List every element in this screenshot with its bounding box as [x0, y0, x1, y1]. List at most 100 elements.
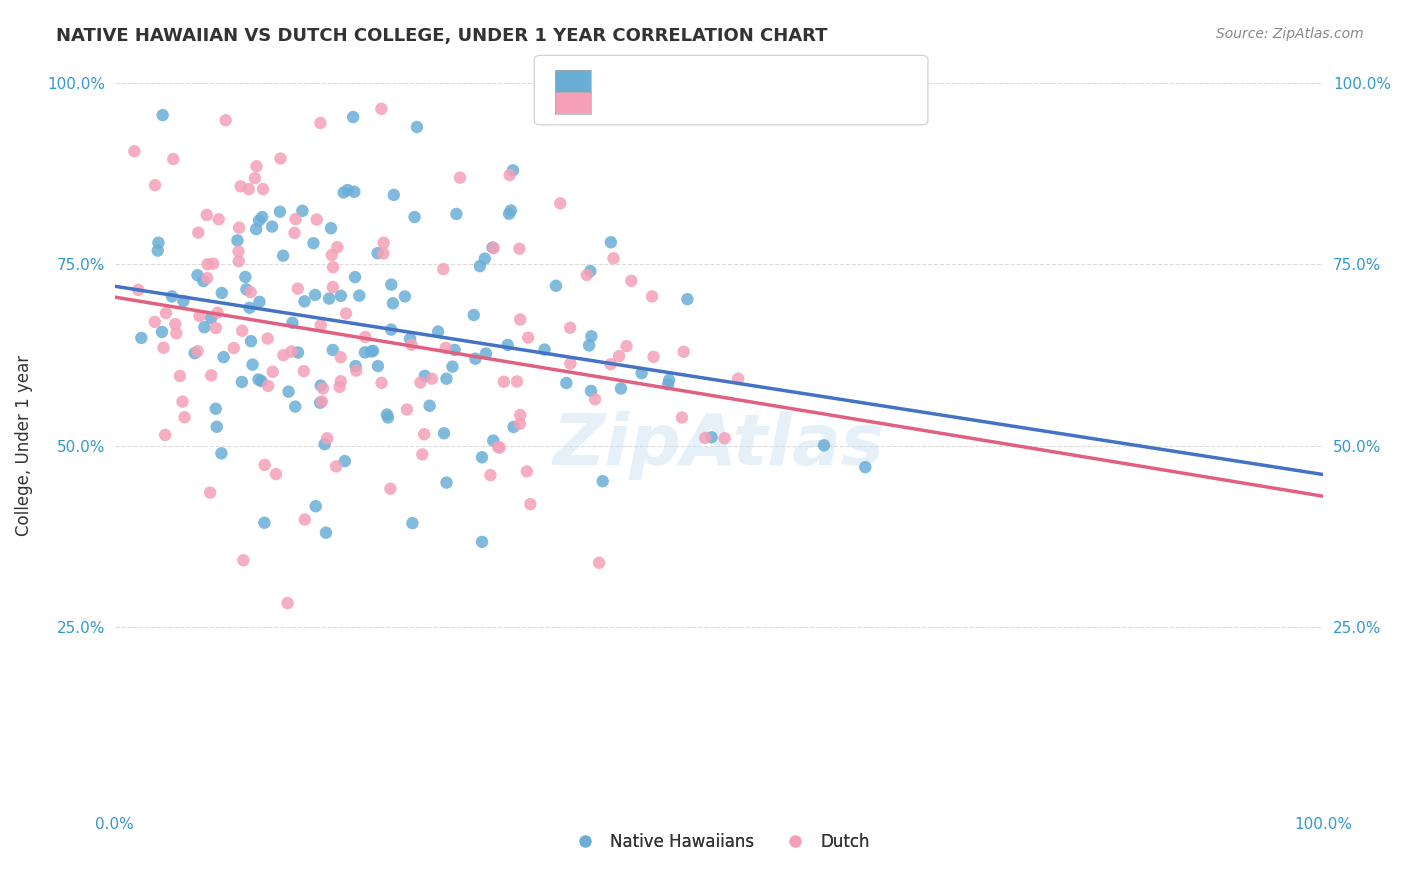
Point — [277, 384, 299, 399]
Point — [443, 343, 465, 357]
Point — [124, 145, 146, 159]
Point — [253, 458, 276, 472]
Point — [581, 329, 603, 343]
Point — [329, 289, 352, 303]
Point — [281, 316, 304, 330]
Text: ZipAtlas: ZipAtlas — [553, 411, 884, 480]
Point — [195, 271, 218, 285]
Point — [302, 236, 325, 251]
Point — [235, 282, 257, 296]
Point — [471, 534, 494, 549]
Point — [322, 260, 344, 274]
Point — [309, 396, 332, 410]
Point — [700, 430, 723, 444]
Point — [506, 375, 529, 389]
Point — [155, 306, 177, 320]
Point — [413, 368, 436, 383]
Point — [172, 294, 194, 309]
Point — [188, 309, 211, 323]
Legend: Native Hawaiians, Dutch: Native Hawaiians, Dutch — [561, 826, 876, 857]
Point — [496, 338, 519, 352]
Point — [193, 274, 215, 288]
Point — [198, 485, 221, 500]
Point — [481, 241, 503, 255]
Point — [498, 168, 520, 182]
Point — [486, 440, 509, 454]
Point — [482, 434, 505, 448]
Point — [284, 212, 307, 227]
Point — [183, 346, 205, 360]
Point — [152, 341, 174, 355]
Point — [148, 235, 170, 250]
Point — [253, 516, 276, 530]
Point — [150, 325, 173, 339]
Point — [242, 358, 264, 372]
Point — [419, 399, 441, 413]
Point — [657, 377, 679, 392]
Point — [360, 344, 382, 359]
Point — [370, 102, 392, 116]
Point — [187, 344, 209, 359]
Point — [146, 244, 169, 258]
Point — [202, 257, 225, 271]
Point — [502, 420, 524, 434]
Point — [127, 283, 149, 297]
Point — [172, 394, 194, 409]
Point — [560, 320, 582, 334]
Point — [143, 315, 166, 329]
Point — [499, 203, 522, 218]
Point — [329, 374, 352, 388]
Point — [509, 408, 531, 422]
Point — [620, 274, 643, 288]
Point — [249, 294, 271, 309]
Point — [312, 381, 335, 395]
Point — [367, 246, 389, 260]
Point — [436, 475, 458, 490]
Point — [643, 350, 665, 364]
Point — [616, 339, 638, 353]
Point — [321, 248, 343, 262]
Point — [488, 441, 510, 455]
Text: R = -0.579   N = 115: R = -0.579 N = 115 — [619, 58, 818, 76]
Point — [395, 402, 418, 417]
Point — [233, 269, 256, 284]
Point — [314, 437, 336, 451]
Point — [381, 296, 404, 310]
Point — [252, 182, 274, 196]
Point — [315, 525, 337, 540]
Point — [610, 382, 633, 396]
Point — [228, 220, 250, 235]
Point — [277, 596, 299, 610]
Point — [630, 366, 652, 380]
Point — [143, 178, 166, 193]
Point — [380, 482, 402, 496]
Point — [309, 116, 332, 130]
Point — [162, 152, 184, 166]
Point — [207, 306, 229, 320]
Point — [492, 375, 515, 389]
Point — [333, 454, 356, 468]
Point — [232, 553, 254, 567]
Point — [247, 213, 270, 227]
Text: R = -0.382   N = 115: R = -0.382 N = 115 — [619, 85, 818, 103]
Point — [211, 285, 233, 300]
Point — [304, 288, 326, 302]
Point — [377, 410, 399, 425]
Point — [583, 392, 606, 407]
Point — [592, 474, 614, 488]
Point — [247, 372, 270, 386]
Point — [173, 410, 195, 425]
Point — [250, 374, 273, 388]
Point — [169, 369, 191, 384]
Point — [449, 170, 471, 185]
Point — [671, 410, 693, 425]
Point — [409, 376, 432, 390]
Point — [508, 242, 530, 256]
Point — [579, 264, 602, 278]
Point — [475, 346, 498, 360]
Point — [441, 359, 464, 374]
Point — [599, 235, 621, 250]
Point — [245, 159, 267, 173]
Point — [294, 294, 316, 309]
Point — [853, 460, 876, 475]
